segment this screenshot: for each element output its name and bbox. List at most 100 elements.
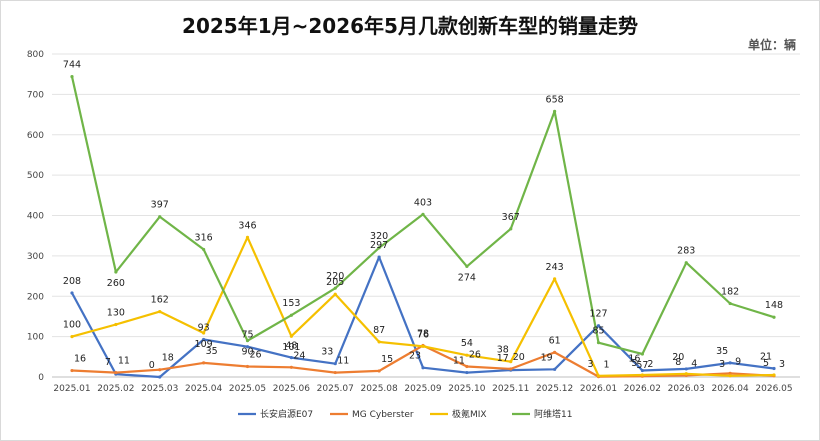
y-tick-label: 100 [27,333,44,343]
data-label: 109 [195,339,213,350]
data-point [553,109,557,113]
data-point [289,313,293,317]
data-label: 17 [497,353,509,364]
data-point [202,247,206,252]
data-point [509,367,513,371]
data-label: 0 [149,360,155,371]
data-label: 33 [321,347,333,358]
y-tick-label: 400 [27,212,44,222]
data-point [553,367,557,371]
data-label: 397 [151,200,169,211]
data-label: 320 [370,231,388,242]
data-point [421,212,425,216]
data-label: 274 [458,272,476,283]
data-label: 403 [414,197,432,208]
data-label: 162 [151,295,169,306]
data-point [245,364,250,369]
data-label: 38 [497,345,509,356]
x-tick-label: 2025.01 [53,384,90,394]
data-point [114,322,118,327]
data-point [114,270,118,274]
y-tick-label: 600 [27,131,44,141]
data-label: 5 [763,358,769,369]
data-label: 35 [716,346,728,357]
x-tick-label: 2025.02 [97,384,134,394]
data-label: 100 [63,320,81,331]
data-point [684,367,688,371]
data-point [70,368,74,373]
grid-lines [52,53,800,338]
data-label: 1 [603,360,609,371]
data-label: 130 [107,308,125,319]
x-tick-label: 2026.04 [712,384,749,394]
data-label: 26 [469,350,481,361]
y-tick-label: 500 [27,171,44,181]
legend-item[interactable]: 长安启源E07 [238,408,313,420]
data-point [509,360,513,364]
data-point [728,301,732,306]
data-label: 153 [282,298,300,309]
data-point [509,227,513,231]
data-point [465,353,469,357]
data-label: 367 [502,212,520,223]
data-label: 205 [326,277,344,288]
legend-label: 极氪MIX [452,408,487,420]
data-label: 127 [589,309,607,320]
data-label: 182 [721,287,739,298]
data-point [158,309,162,314]
x-tick-label: 2025.09 [404,384,441,394]
data-label: 243 [546,262,564,273]
data-point [289,334,293,338]
x-tick-label: 2025.11 [492,384,529,394]
x-tick-label: 2025.07 [317,384,354,394]
data-label: 16 [628,354,640,365]
data-point [377,246,381,250]
data-label: 11 [118,356,130,367]
legend-item[interactable]: 极氪MIX [430,408,487,420]
data-point [245,345,250,349]
x-tick-label: 2026.01 [580,384,617,394]
data-point [70,291,74,295]
data-label: 2 [647,359,653,370]
y-tick-label: 300 [27,252,44,262]
data-label: 57 [636,360,648,371]
x-tick-label: 2026.03 [668,384,705,394]
data-label: 93 [198,322,210,333]
data-point [245,339,250,343]
data-label: 316 [195,232,213,243]
data-label: 744 [63,60,81,71]
data-point [596,374,601,378]
data-point [202,331,206,335]
data-point [289,356,293,360]
x-tick-label: 2025.04 [185,384,222,394]
data-label: 48 [285,341,297,352]
data-label: 283 [677,246,695,257]
data-label: 3 [779,359,785,370]
data-point [333,286,337,290]
legend[interactable]: 长安启源E07 MG Cyberster 极氪MIX 阿维塔11 [238,408,572,420]
data-point [70,335,74,339]
data-label: 18 [162,353,174,364]
legend-item[interactable]: 阿维塔11 [512,408,572,420]
y-tick-label: 0 [38,373,44,383]
x-tick-label: 2026.05 [755,384,792,394]
data-label: 35 [206,346,218,357]
data-label: 76 [417,329,429,340]
data-point [772,315,776,319]
legend-item[interactable]: MG Cyberster [330,410,414,420]
data-point [465,370,469,375]
data-label: 5 [631,358,637,369]
unit-label: 单位：辆 [748,37,796,52]
data-point [772,366,776,371]
data-label: 4 [691,358,697,369]
series-lines [70,75,776,379]
data-label: 9 [735,356,741,367]
data-point [728,371,732,375]
data-point [728,374,732,378]
data-point [202,337,206,342]
legend-label: 长安启源E07 [260,408,313,420]
data-point [772,373,776,377]
